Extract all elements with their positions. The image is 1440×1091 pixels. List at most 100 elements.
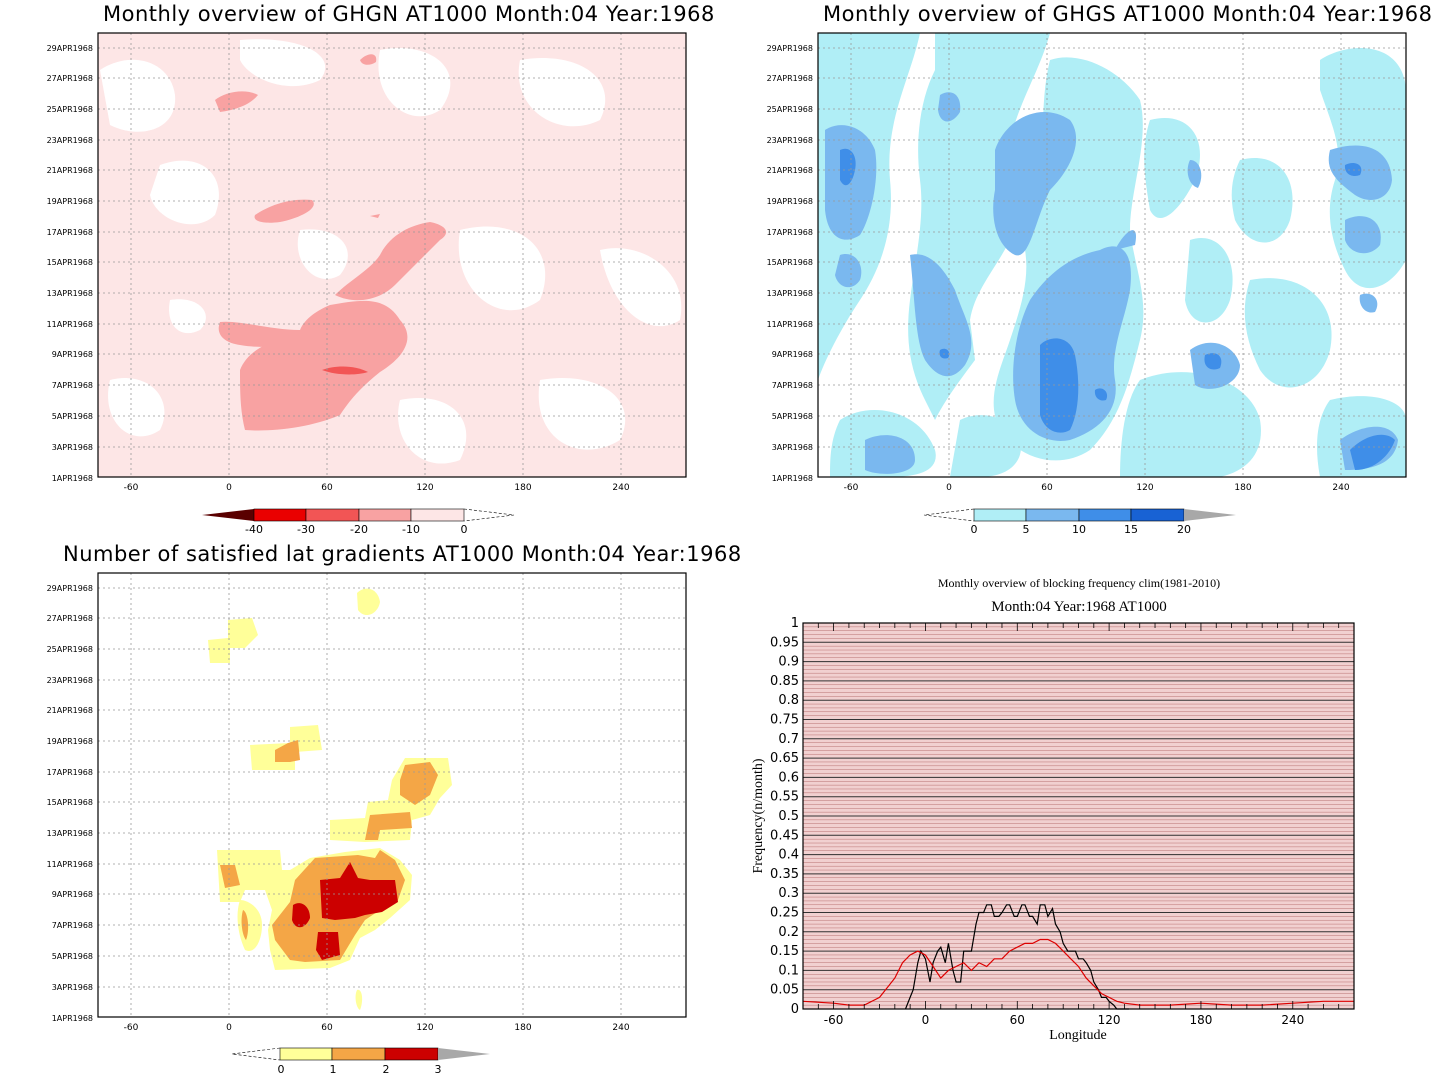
y-tick-label: 9APR1968	[52, 890, 93, 899]
y-tick-label: 0.25	[770, 906, 799, 921]
y-tick-label: 11APR1968	[47, 860, 93, 869]
y-tick-label: 15APR1968	[767, 258, 813, 267]
y-tick-label: 13APR1968	[767, 289, 813, 298]
gradients-panel: Number of satisfied lat gradients AT1000…	[0, 540, 742, 1091]
ghgs-colorbar: 0 5 10 15 20	[923, 508, 1236, 536]
frequency-title: Monthly overview of blocking frequency c…	[938, 576, 1220, 590]
frequency-subtitle: Month:04 Year:1968 AT1000	[991, 599, 1166, 615]
y-tick-label: 19APR1968	[767, 197, 813, 206]
y-tick-label: 0.85	[770, 674, 799, 689]
x-tick-label: 0	[226, 483, 232, 493]
y-tick-label: 25APR1968	[47, 645, 93, 654]
y-tick-label: 0.9	[778, 655, 799, 670]
y-tick-label: 0.75	[770, 713, 799, 728]
frequency-panel: Monthly overview of blocking frequency c…	[720, 540, 1440, 1091]
y-tick-label: 23APR1968	[767, 136, 813, 145]
y-tick-label: 5APR1968	[52, 952, 93, 961]
x-tick-label: 120	[1136, 483, 1153, 493]
x-tick-label: 180	[514, 1023, 531, 1033]
colorbar-label: 20	[1177, 523, 1191, 536]
y-tick-label: 0.3	[778, 886, 799, 901]
y-tick-label: 17APR1968	[767, 228, 813, 237]
y-tick-label: 15APR1968	[47, 798, 93, 807]
y-tick-label: 0.65	[770, 751, 799, 766]
y-tick-label: 13APR1968	[47, 289, 93, 298]
y-tick-label: 17APR1968	[47, 768, 93, 777]
ghgn-colorbar: -40 -30 -20 -10 0	[202, 508, 515, 536]
frequency-ticks: -60 0 60 120 180 240 0 0.05 0.1 0.15 0.2 0.25 0.3 0.3…	[770, 616, 1355, 1027]
y-tick-label: 11APR1968	[47, 320, 93, 329]
x-tick-label: 180	[1234, 483, 1251, 493]
x-tick-label: 0	[922, 1013, 930, 1027]
y-tick-label: 0.2	[778, 925, 799, 940]
y-tick-label: 0.7	[778, 732, 799, 747]
y-tick-label: 13APR1968	[47, 829, 93, 838]
x-tick-label: 240	[1281, 1013, 1304, 1027]
ghgs-map: -60 0 60 120 180 240 1APR1968 3APR1968 5…	[767, 32, 1407, 536]
y-tick-label: 0.95	[770, 635, 799, 650]
y-tick-label: 11APR1968	[767, 320, 813, 329]
colorbar-label: 5	[1023, 523, 1030, 536]
y-tick-label: 17APR1968	[47, 228, 93, 237]
series-line	[802, 938, 1354, 1006]
y-tick-label: 0.4	[778, 848, 799, 863]
y-tick-label: 0.35	[770, 867, 799, 882]
y-tick-label: 0.55	[770, 790, 799, 805]
colorbar-label: -30	[297, 523, 315, 536]
colorbar-label: -20	[350, 523, 368, 536]
y-tick-label: 21APR1968	[47, 166, 93, 175]
colorbar-label: -40	[245, 523, 263, 536]
colorbar-label: 10	[1072, 523, 1086, 536]
x-tick-label: -60	[844, 483, 859, 493]
x-tick-label: -60	[124, 1023, 139, 1033]
y-tick-label: 0.6	[778, 770, 799, 785]
x-tick-label: 120	[416, 1023, 433, 1033]
y-tick-label: 0.1	[778, 963, 799, 978]
x-tick-label: -60	[824, 1013, 844, 1027]
colorbar-label: 0	[278, 1063, 285, 1076]
y-tick-label: 27APR1968	[47, 614, 93, 623]
x-tick-label: -60	[124, 483, 139, 493]
frequency-chart: Monthly overview of blocking frequency c…	[751, 576, 1355, 1043]
y-tick-label: 0.15	[770, 944, 799, 959]
y-tick-label: 29APR1968	[47, 44, 93, 53]
x-tick-label: 120	[1098, 1013, 1121, 1027]
x-tick-label: 60	[321, 1023, 333, 1033]
y-tick-label: 0.05	[770, 983, 799, 998]
y-tick-label: 19APR1968	[47, 197, 93, 206]
y-tick-label: 7APR1968	[52, 921, 93, 930]
x-tick-label: 0	[946, 483, 952, 493]
x-tick-label: 60	[321, 483, 333, 493]
x-tick-label: 240	[1332, 483, 1349, 493]
y-tick-label: 1APR1968	[52, 1014, 93, 1023]
y-tick-label: 1APR1968	[52, 474, 93, 483]
y-tick-label: 25APR1968	[767, 105, 813, 114]
y-tick-label: 23APR1968	[47, 676, 93, 685]
ghgn-panel: Monthly overview of GHGN AT1000 Month:04…	[0, 0, 720, 540]
x-tick-label: 0	[226, 1023, 232, 1033]
y-tick-label: 7APR1968	[772, 381, 813, 390]
y-tick-label: 9APR1968	[772, 350, 813, 359]
colorbar-label: 15	[1124, 523, 1138, 536]
y-tick-label: 25APR1968	[47, 105, 93, 114]
x-tick-label: 60	[1041, 483, 1053, 493]
gradients-map: -60 0 60 120 180 240 1APR1968 3APR1968 5…	[47, 572, 687, 1076]
y-tick-label: 23APR1968	[47, 136, 93, 145]
ghgn-map: -60 0 60 120 180 240 1APR1968 3APR1968 5…	[47, 32, 687, 536]
y-tick-label: 19APR1968	[47, 737, 93, 746]
y-tick-label: 5APR1968	[772, 412, 813, 421]
ghgs-panel: Monthly overview of GHGS AT1000 Month:04…	[720, 0, 1440, 540]
colorbar-label: 1	[330, 1063, 337, 1076]
y-tick-label: 0.5	[778, 809, 799, 824]
x-tick-label: 240	[612, 1023, 629, 1033]
y-tick-label: 7APR1968	[52, 381, 93, 390]
frequency-grid	[803, 622, 1354, 1010]
colorbar-label: 2	[383, 1063, 390, 1076]
y-tick-label: 27APR1968	[767, 74, 813, 83]
frequency-series	[802, 904, 1354, 1010]
x-tick-label: 240	[612, 483, 629, 493]
gradients-colorbar: 0 1 2 3	[231, 1047, 490, 1076]
y-tick-label: 1APR1968	[772, 474, 813, 483]
x-tick-label: 60	[1010, 1013, 1025, 1027]
ghgs-title: Monthly overview of GHGS AT1000 Month:04…	[823, 2, 1433, 26]
